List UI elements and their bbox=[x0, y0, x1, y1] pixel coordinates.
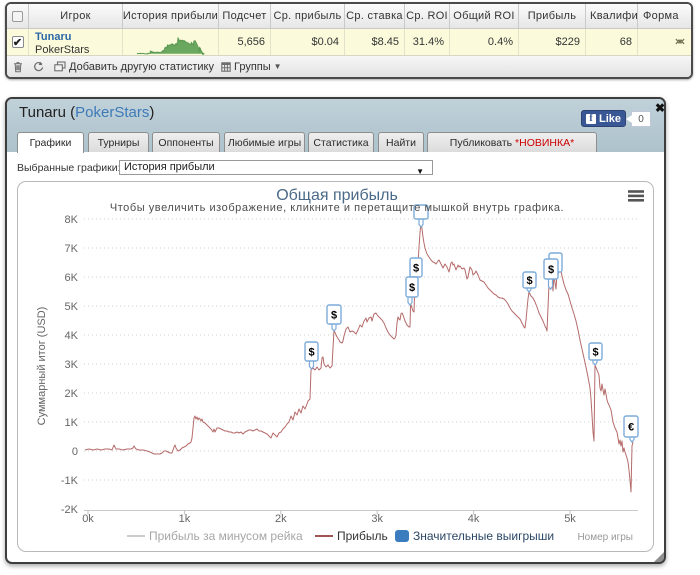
svg-text:5k: 5k bbox=[564, 513, 576, 525]
svg-text:3k: 3k bbox=[371, 513, 383, 525]
svg-text:Номер игры: Номер игры bbox=[577, 532, 633, 543]
svg-text:2k: 2k bbox=[275, 513, 287, 525]
svg-text:2K: 2K bbox=[65, 388, 79, 400]
svg-text:0k: 0k bbox=[82, 513, 94, 525]
svg-text:0: 0 bbox=[72, 446, 78, 458]
svg-text:4K: 4K bbox=[65, 330, 79, 342]
svg-text:1K: 1K bbox=[65, 417, 79, 429]
svg-text:4k: 4k bbox=[468, 513, 480, 525]
svg-text:Прибыль за минусом рейка: Прибыль за минусом рейка bbox=[149, 529, 303, 543]
svg-text:Суммарный итог (USD): Суммарный итог (USD) bbox=[36, 307, 48, 426]
svg-text:$: $ bbox=[592, 347, 598, 359]
svg-text:8K: 8K bbox=[65, 214, 79, 226]
svg-text:$: $ bbox=[331, 310, 337, 322]
svg-text:3K: 3K bbox=[65, 359, 79, 371]
svg-text:€: € bbox=[628, 422, 634, 434]
svg-text:$: $ bbox=[548, 264, 554, 276]
svg-text:$: $ bbox=[413, 263, 419, 275]
svg-text:-2K: -2K bbox=[61, 504, 79, 516]
svg-text:Чтобы увеличить изображение, к: Чтобы увеличить изображение, кликните и … bbox=[110, 202, 564, 214]
svg-text:Общая прибыль: Общая прибыль bbox=[276, 187, 398, 204]
svg-text:$: $ bbox=[526, 275, 532, 287]
svg-text:5K: 5K bbox=[65, 301, 79, 313]
svg-text:Значительные выигрыши: Значительные выигрыши bbox=[413, 529, 554, 543]
svg-text:$: $ bbox=[409, 282, 415, 294]
svg-text:7K: 7K bbox=[65, 243, 79, 255]
svg-text:-1K: -1K bbox=[61, 475, 79, 487]
svg-text:Прибыль: Прибыль bbox=[337, 529, 388, 543]
svg-text:$: $ bbox=[308, 347, 314, 359]
svg-text:6K: 6K bbox=[65, 272, 79, 284]
svg-text:1k: 1k bbox=[179, 513, 191, 525]
